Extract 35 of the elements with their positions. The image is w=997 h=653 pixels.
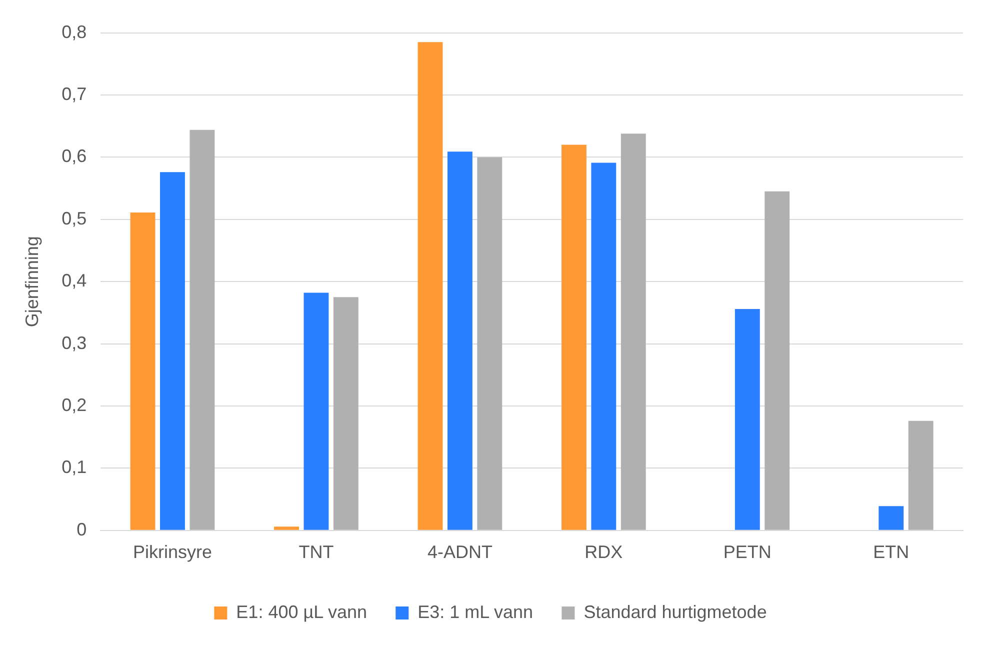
x-tick-label: TNT (298, 542, 334, 562)
y-tick-label: 0,7 (62, 84, 87, 104)
y-tick-label: 0,1 (62, 457, 87, 478)
bar (908, 420, 934, 530)
bar (561, 144, 586, 530)
bar (878, 506, 904, 530)
x-tick-label: 4-ADNT (427, 542, 492, 562)
y-tick-label: 0,3 (62, 332, 87, 353)
bar (190, 130, 215, 530)
bar (130, 212, 156, 530)
legend-label: E3: 1 mL vann (418, 602, 534, 622)
bar (764, 191, 790, 530)
legend-label: E1: 400 µL vann (236, 602, 367, 622)
bar (734, 308, 760, 530)
y-tick-label: 0 (76, 519, 87, 540)
bar (591, 162, 616, 530)
x-tick-label: RDX (584, 542, 623, 562)
y-tick-label: 0,6 (62, 146, 87, 166)
y-tick-label: 0,5 (62, 208, 87, 228)
bar (304, 292, 329, 530)
y-tick-label: 0,4 (62, 270, 87, 291)
x-tick-label: Pikrinsyre (132, 542, 212, 562)
y-axis-title: Gjenfinning (22, 236, 42, 328)
bar (274, 526, 299, 530)
bar (333, 297, 358, 530)
y-tick-label: 0,8 (62, 22, 87, 42)
bar (477, 157, 502, 530)
legend-label: Standard hurtigmetode (584, 602, 767, 622)
x-tick-label: ETN (873, 542, 910, 562)
bar (160, 172, 185, 530)
bar (620, 134, 646, 530)
x-tick-label: PETN (723, 542, 772, 562)
bar (447, 152, 472, 530)
bar (418, 42, 443, 530)
y-tick-label: 0,2 (62, 394, 87, 415)
